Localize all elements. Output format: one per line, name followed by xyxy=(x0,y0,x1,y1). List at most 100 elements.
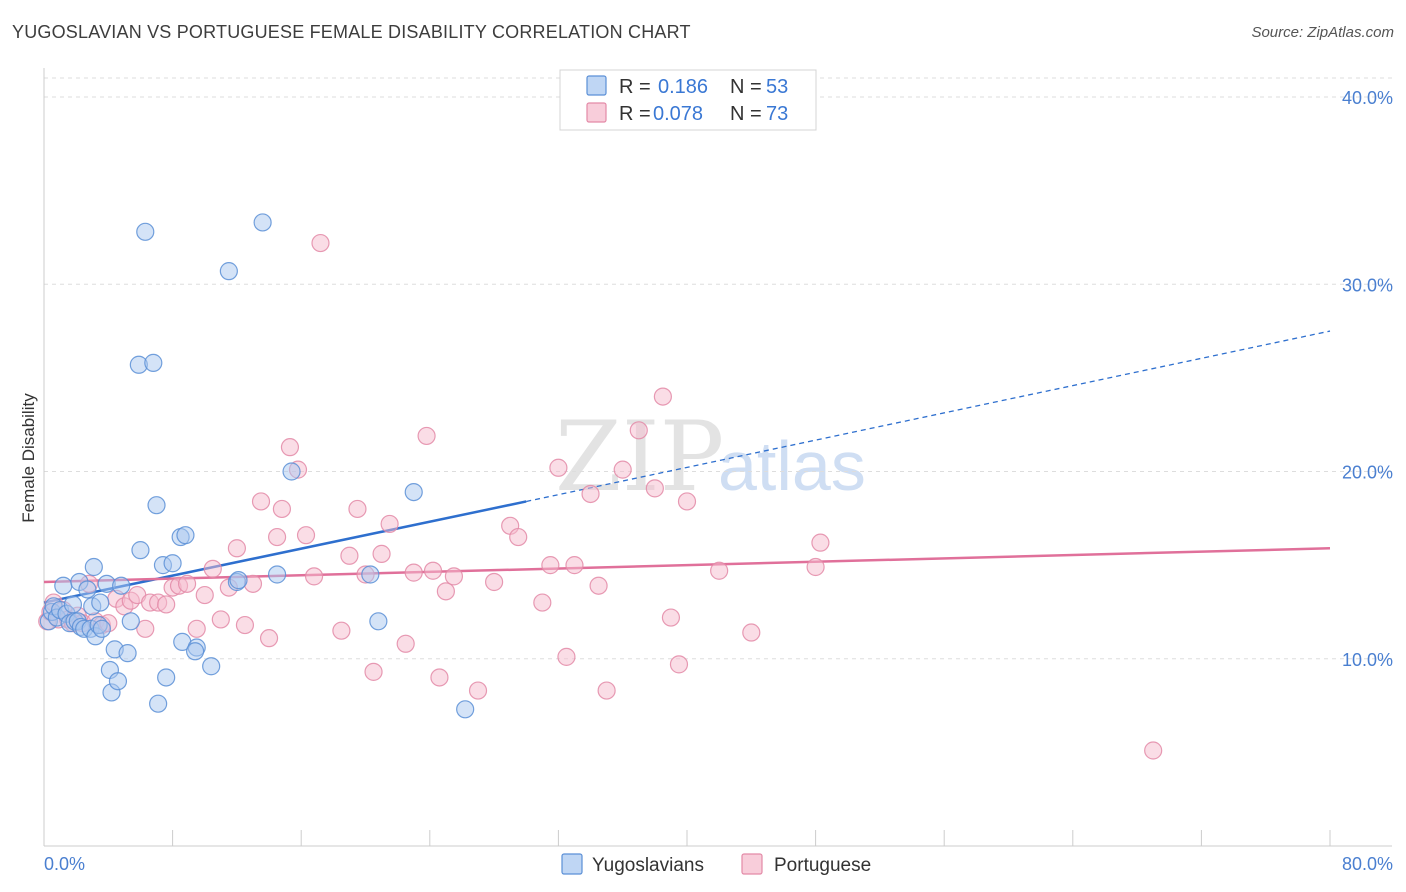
point-portuguese-33 xyxy=(259,629,279,648)
point-yugoslavian-38 xyxy=(163,554,182,573)
point-portuguese-23 xyxy=(177,574,197,593)
point-yugoslavian-20 xyxy=(91,593,110,612)
point-portuguese-66 xyxy=(597,681,616,700)
point-portuguese-43 xyxy=(348,499,367,519)
legend-swatch-yugoslavians xyxy=(586,75,607,96)
point-portuguese-34 xyxy=(267,527,287,547)
point-portuguese-26 xyxy=(203,559,222,578)
point-portuguese-76 xyxy=(806,557,825,577)
point-yugoslavian-47 xyxy=(229,571,248,590)
y-axis-label: Female Disability xyxy=(19,393,38,523)
point-yugoslavian-34 xyxy=(147,496,166,515)
point-portuguese-56 xyxy=(485,572,504,592)
point-portuguese-65 xyxy=(589,576,608,595)
point-yugoslavian-51 xyxy=(361,565,380,584)
point-portuguese-69 xyxy=(645,479,664,498)
y-tick-label-30: 30.0% xyxy=(1342,275,1393,295)
point-portuguese-24 xyxy=(187,619,206,638)
point-portuguese-25 xyxy=(195,585,214,605)
point-yugoslavian-37 xyxy=(157,668,176,687)
point-portuguese-70 xyxy=(653,387,672,406)
legend-n-value-yugoslavians: 53 xyxy=(766,76,788,98)
point-portuguese-27 xyxy=(211,610,230,629)
point-portuguese-39 xyxy=(304,567,324,586)
point-yugoslavian-35 xyxy=(149,694,168,713)
point-yugoslavian-8 xyxy=(63,595,83,614)
point-portuguese-50 xyxy=(417,426,436,446)
y-tick-label-40: 40.0% xyxy=(1342,88,1393,108)
trend-line-portuguese xyxy=(43,547,1331,584)
chart-title: YUGOSLAVIAN VS PORTUGUESE FEMALE DISABIL… xyxy=(12,22,691,42)
legend-swatch-portuguese xyxy=(586,102,607,123)
point-yugoslavian-48 xyxy=(253,213,272,232)
point-portuguese-41 xyxy=(332,621,351,640)
point-yugoslavian-54 xyxy=(456,700,475,719)
point-portuguese-47 xyxy=(380,514,399,534)
x-tick-labels: 0.0% 80.0% xyxy=(44,854,1393,874)
trend-line-yugoslavians-projection xyxy=(526,330,1331,503)
point-yugoslavian-33 xyxy=(136,222,155,241)
bottom-legend-swatch-yugoslavians xyxy=(561,853,583,875)
point-yugoslavian-27 xyxy=(112,576,131,595)
point-yugoslavian-45 xyxy=(219,262,238,281)
y-tick-labels: 10.0% 20.0% 30.0% 40.0% xyxy=(1342,88,1393,670)
point-portuguese-59 xyxy=(533,593,552,612)
point-portuguese-48 xyxy=(396,634,415,653)
point-portuguese-51 xyxy=(423,561,443,580)
bottom-legend-swatch-portuguese xyxy=(741,853,763,875)
point-yugoslavian-30 xyxy=(131,541,150,560)
watermark: ZIP atlas xyxy=(555,401,866,513)
point-portuguese-20 xyxy=(157,595,176,614)
x-tick-label-0: 0.0% xyxy=(44,854,85,874)
point-portuguese-64 xyxy=(581,484,600,504)
legend-r-label-portuguese: R = xyxy=(619,103,651,125)
point-portuguese-17 xyxy=(136,619,155,638)
point-portuguese-75 xyxy=(742,623,761,642)
point-portuguese-49 xyxy=(404,563,423,582)
legend-n-label-yugoslavians: N = xyxy=(730,76,762,98)
point-portuguese-60 xyxy=(541,556,560,575)
legend-r-value-portuguese: 0.078 xyxy=(653,103,703,125)
point-portuguese-58 xyxy=(509,527,528,547)
point-yugoslavian-40 xyxy=(176,526,195,545)
correlation-legend: R = 0.186 N = 53 R = 0.078 N = 73 xyxy=(559,69,817,131)
point-portuguese-71 xyxy=(661,608,681,627)
point-portuguese-73 xyxy=(677,492,697,511)
point-yugoslavian-17 xyxy=(84,557,103,577)
point-yugoslavian-32 xyxy=(144,353,163,372)
point-yugoslavian-49 xyxy=(267,565,287,584)
legend-r-value-yugoslavians: 0.186 xyxy=(658,76,708,98)
trend-lines xyxy=(43,330,1331,604)
point-portuguese-45 xyxy=(364,662,383,681)
legend-n-label-portuguese: N = xyxy=(730,103,762,125)
point-portuguese-29 xyxy=(227,539,246,558)
watermark-zip: ZIP xyxy=(555,401,724,513)
point-portuguese-35 xyxy=(272,499,292,519)
point-portuguese-30 xyxy=(235,615,255,635)
y-tick-label-10: 10.0% xyxy=(1342,650,1393,670)
legend-n-value-portuguese: 73 xyxy=(766,103,788,125)
x-tick-label-80: 80.0% xyxy=(1342,854,1393,874)
point-portuguese-32 xyxy=(251,492,271,511)
point-yugoslavian-52 xyxy=(369,612,388,631)
point-yugoslavian-21 xyxy=(92,619,111,638)
point-portuguese-42 xyxy=(340,546,359,565)
data-points xyxy=(38,213,1163,760)
point-yugoslavian-28 xyxy=(118,644,137,663)
legend-r-label-yugoslavians: R = xyxy=(619,76,651,98)
point-portuguese-67 xyxy=(613,460,632,479)
source-label: Source: ZipAtlas.com xyxy=(1251,24,1394,41)
point-portuguese-68 xyxy=(629,421,648,440)
point-yugoslavian-43 xyxy=(186,642,205,661)
point-portuguese-72 xyxy=(669,655,689,674)
point-portuguese-46 xyxy=(372,544,391,563)
point-portuguese-61 xyxy=(549,458,568,477)
point-portuguese-74 xyxy=(710,561,729,580)
point-portuguese-53 xyxy=(436,582,455,601)
point-portuguese-54 xyxy=(444,567,464,586)
point-portuguese-55 xyxy=(468,681,488,700)
point-yugoslavian-14 xyxy=(78,580,97,599)
watermark-atlas: atlas xyxy=(718,427,866,505)
point-yugoslavian-50 xyxy=(282,462,301,481)
